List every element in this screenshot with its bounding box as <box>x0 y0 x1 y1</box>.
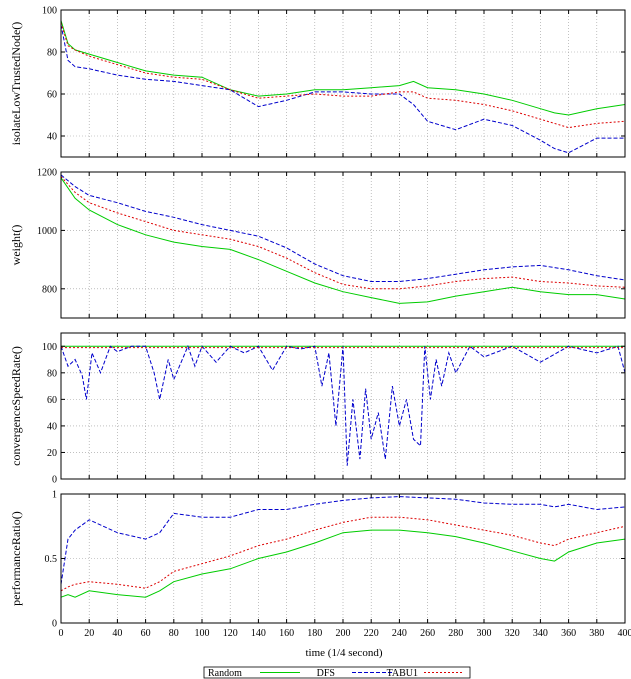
y-tick-label: 40 <box>47 132 57 143</box>
x-tick-label: 400 <box>618 628 631 639</box>
y-axis-label: isolateLowTrustedNode() <box>9 22 23 146</box>
series-line-random <box>60 529 626 598</box>
x-tick-label: 0 <box>59 628 64 639</box>
legend-label-tabu1: TABU1 <box>387 668 418 679</box>
y-tick-label: 0 <box>52 475 57 486</box>
x-tick-label: 140 <box>251 628 266 639</box>
x-tick-label: 320 <box>505 628 520 639</box>
x-tick-label: 360 <box>561 628 576 639</box>
series-line-random <box>60 177 626 304</box>
y-tick-label: 100 <box>42 342 57 353</box>
x-tick-label: 60 <box>141 628 151 639</box>
y-tick-label: 60 <box>47 90 57 101</box>
y-axis-label: weight() <box>9 225 23 266</box>
legend-label-dfs: DFS <box>317 668 335 679</box>
legend: Random DFS TABU1 <box>203 666 471 679</box>
x-tick-label: 100 <box>195 628 210 639</box>
y-tick-label: 60 <box>47 395 57 406</box>
series-line-tabu1 <box>60 22 626 129</box>
series-line-random <box>60 20 626 116</box>
panel-3: 0 20 40 60 80 100 convergenceSpeedRate() <box>9 332 626 486</box>
y-tick-label: 1000 <box>37 226 57 237</box>
x-tick-label: 20 <box>84 628 94 639</box>
panel-1: 40 60 80 100 isolateLowTrustedNode() <box>9 6 626 158</box>
legend-box <box>203 666 471 679</box>
series-line-dfs <box>60 496 626 585</box>
y-tick-label: 0.5 <box>45 554 58 565</box>
panel-2: 800 1000 1200 weight() <box>9 168 626 319</box>
x-tick-label: 240 <box>392 628 407 639</box>
x-tick-label: 40 <box>112 628 122 639</box>
panels: 406080100isolateLowTrustedNode()80010001… <box>9 6 631 640</box>
y-tick-label: 40 <box>47 421 57 432</box>
x-tick-label: 220 <box>364 628 379 639</box>
y-axis-label: convergenceSpeedRate() <box>9 346 23 466</box>
y-tick-label: 0 <box>52 619 57 630</box>
x-tick-label: 280 <box>448 628 463 639</box>
legend-label-random: Random <box>208 668 242 679</box>
y-tick-label: 20 <box>47 448 57 459</box>
series-line-dfs <box>60 344 626 466</box>
x-tick-label: 180 <box>307 628 322 639</box>
plot-frame <box>60 9 626 158</box>
x-tick-label: 260 <box>420 628 435 639</box>
x-tick-label: 380 <box>589 628 604 639</box>
y-tick-label: 1 <box>52 490 57 501</box>
series-line-tabu1 <box>60 516 626 592</box>
y-tick-label: 80 <box>47 48 57 59</box>
x-tick-label: 80 <box>169 628 179 639</box>
series-line-dfs <box>60 174 626 282</box>
x-axis-label: time (1/4 second) <box>306 647 383 659</box>
y-tick-label: 100 <box>42 6 57 17</box>
y-axis-label: performanceRatio() <box>9 511 23 606</box>
x-tick-label: 200 <box>336 628 351 639</box>
x-tick-label: 340 <box>533 628 548 639</box>
panel-4: 0 20 40 60 80 100 120 140 160 180 200 220 240 260 280 3… <box>9 490 631 640</box>
y-tick-label: 80 <box>47 368 57 379</box>
y-tick-label: 800 <box>42 284 57 295</box>
x-tick-label: 120 <box>223 628 238 639</box>
x-tick-label: 160 <box>279 628 294 639</box>
x-tick-label: 300 <box>477 628 492 639</box>
y-tick-label: 1200 <box>37 168 57 179</box>
